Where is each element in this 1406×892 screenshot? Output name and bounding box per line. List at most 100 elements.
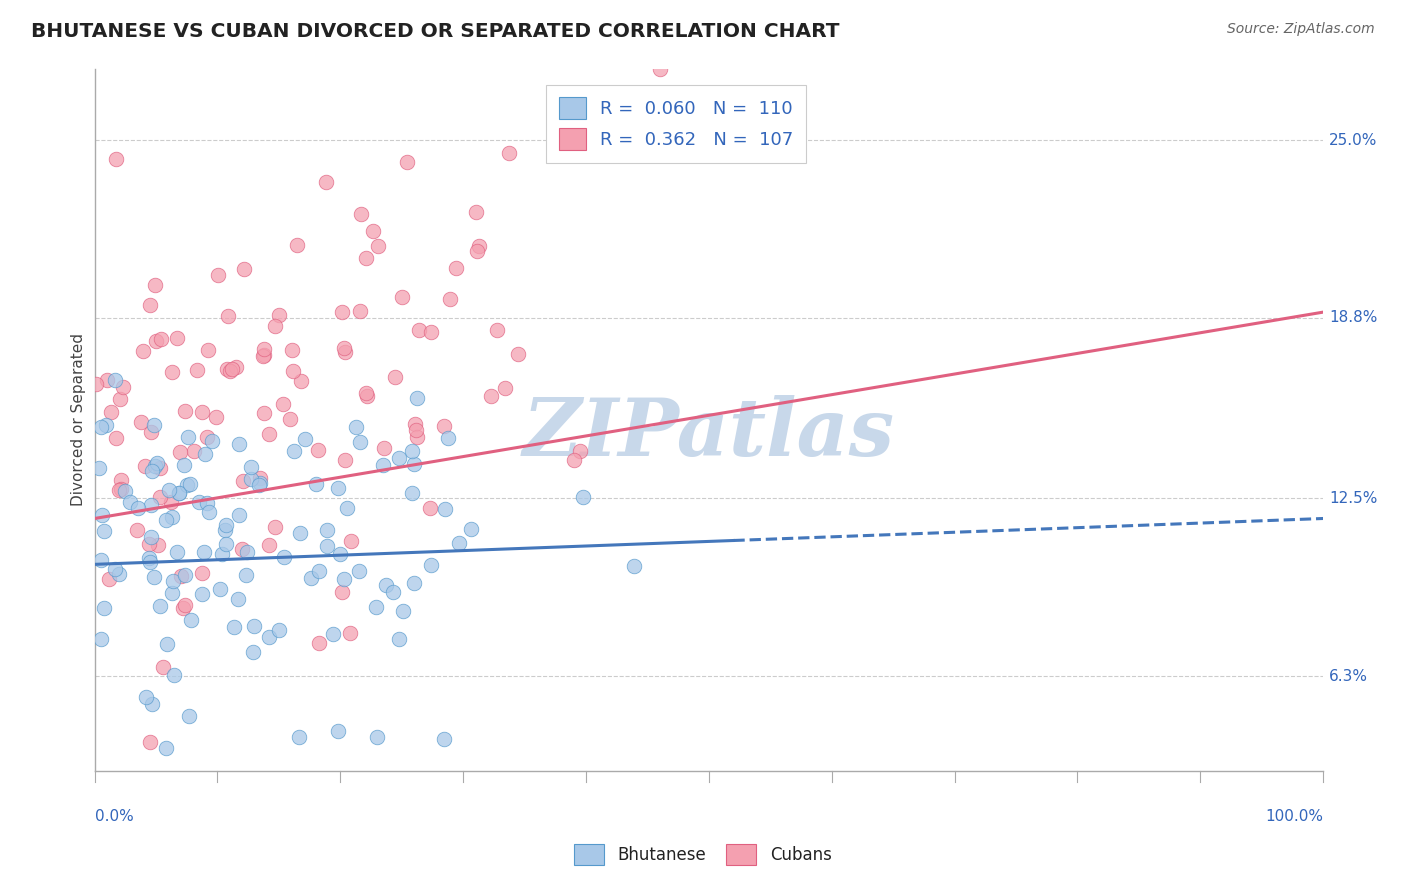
Point [444, 260, 467, 275]
Point [188, 495, 211, 509]
Point [179, 476, 201, 491]
Point [247, 477, 270, 491]
Point [172, 601, 194, 615]
Point [163, 668, 186, 682]
Point [326, 723, 349, 738]
Point [315, 523, 337, 537]
Point [149, 332, 172, 346]
Point [308, 636, 330, 650]
Point [226, 592, 249, 607]
Point [433, 732, 456, 747]
Point [307, 443, 329, 458]
Point [90, 632, 112, 647]
Point [186, 363, 208, 377]
Point [174, 403, 197, 417]
Point [249, 471, 271, 485]
Point [406, 391, 429, 405]
Point [571, 490, 593, 504]
Point [100, 405, 122, 419]
Point [304, 477, 326, 491]
Point [387, 632, 409, 647]
Point [145, 334, 167, 348]
Point [264, 319, 287, 334]
Point [104, 562, 127, 576]
Point [402, 576, 425, 591]
Point [406, 430, 429, 444]
Text: ZIPatlas: ZIPatlas [523, 395, 894, 473]
Point [367, 239, 389, 253]
Legend: Bhutanese, Cubans: Bhutanese, Cubans [564, 834, 842, 875]
Point [273, 549, 295, 564]
Point [419, 325, 441, 339]
Text: BHUTANESE VS CUBAN DIVORCED OR SEPARATED CORRELATION CHART: BHUTANESE VS CUBAN DIVORCED OR SEPARATED… [31, 22, 839, 41]
Point [363, 224, 385, 238]
Point [134, 458, 156, 473]
Point [157, 483, 180, 497]
Point [194, 447, 217, 461]
Point [405, 423, 427, 437]
Point [384, 370, 406, 384]
Point [162, 509, 184, 524]
Point [401, 486, 423, 500]
Point [139, 735, 162, 749]
Text: 12.5%: 12.5% [1329, 491, 1378, 506]
Point [176, 477, 198, 491]
Point [160, 365, 183, 379]
Point [485, 323, 508, 337]
Point [160, 495, 183, 509]
Point [214, 523, 236, 537]
Point [149, 599, 172, 613]
Point [193, 545, 215, 559]
Point [433, 502, 456, 516]
Point [388, 451, 411, 466]
Point [508, 347, 530, 361]
Point [205, 410, 228, 425]
Point [201, 434, 224, 448]
Point [94, 417, 117, 432]
Point [283, 364, 305, 378]
Point [336, 501, 359, 516]
Point [170, 569, 193, 583]
Point [239, 460, 262, 475]
Point [392, 604, 415, 618]
Point [333, 345, 356, 359]
Point [349, 207, 371, 221]
Point [332, 305, 354, 319]
Point [143, 569, 166, 583]
Point [568, 443, 591, 458]
Point [333, 572, 356, 586]
Text: 25.0%: 25.0% [1329, 133, 1378, 148]
Point [114, 483, 136, 498]
Point [97, 573, 120, 587]
Point [228, 508, 250, 523]
Point [267, 308, 290, 322]
Point [253, 348, 276, 362]
Point [145, 457, 167, 471]
Point [93, 524, 115, 539]
Point [290, 374, 312, 388]
Point [215, 361, 238, 376]
Point [132, 343, 155, 358]
Legend: R =  0.060   N =  110, R =  0.362   N =  107: R = 0.060 N = 110, R = 0.362 N = 107 [546, 85, 806, 163]
Point [356, 389, 378, 403]
Point [209, 582, 232, 596]
Point [224, 620, 246, 634]
Point [257, 630, 280, 644]
Point [141, 464, 163, 478]
Point [420, 558, 443, 572]
Point [90, 552, 112, 566]
Point [139, 530, 162, 544]
Point [166, 331, 188, 345]
Point [167, 486, 190, 500]
Point [347, 564, 370, 578]
Point [381, 585, 404, 599]
Point [90, 508, 112, 523]
Point [366, 730, 388, 744]
Point [433, 418, 456, 433]
Point [90, 419, 112, 434]
Point [467, 239, 489, 253]
Point [285, 238, 308, 252]
Point [349, 434, 371, 449]
Point [138, 537, 160, 551]
Point [249, 475, 271, 490]
